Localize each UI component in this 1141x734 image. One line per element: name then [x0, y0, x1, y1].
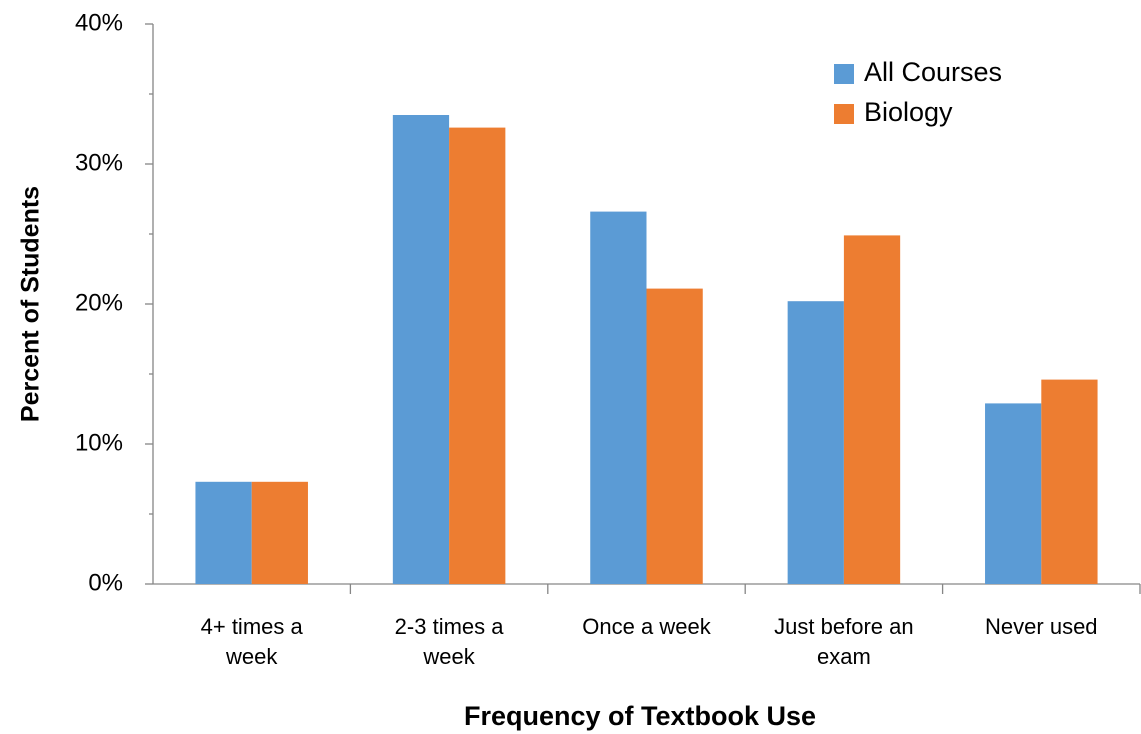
y-tick-label: 20%: [75, 289, 123, 316]
x-tick-label: Never used: [985, 614, 1098, 639]
x-tick-label: 2-3 times a week: [394, 614, 504, 669]
legend-swatch: [834, 104, 854, 124]
x-tick-label: Just before an exam: [774, 614, 914, 669]
bar: [843, 235, 901, 584]
y-tick-label: 40%: [75, 9, 123, 36]
bar: [985, 403, 1042, 584]
y-tick-label: 10%: [75, 429, 123, 456]
bar: [646, 288, 703, 584]
y-tick-label: 0%: [88, 569, 123, 596]
legend-label: Biology: [864, 97, 953, 127]
x-tick-label: Once a week: [582, 614, 711, 639]
bar: [251, 481, 308, 584]
bar: [590, 211, 647, 584]
bar: [449, 127, 506, 584]
legend-label: All Courses: [864, 57, 1002, 87]
x-tick-label: 4+ times a week: [200, 614, 303, 669]
x-axis-title: Frequency of Textbook Use: [464, 701, 816, 731]
bar: [392, 115, 450, 584]
legend-swatch: [834, 64, 854, 84]
bar: [1041, 379, 1098, 584]
bar: [787, 301, 844, 584]
bar: [195, 481, 252, 584]
y-axis-title: Percent of Students: [17, 186, 45, 422]
y-tick-label: 30%: [75, 149, 123, 176]
